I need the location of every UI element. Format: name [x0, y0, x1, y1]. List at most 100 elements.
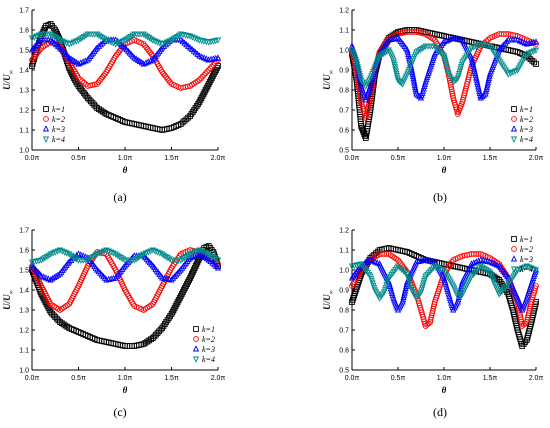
data-point [152, 38, 159, 45]
data-point [52, 314, 59, 320]
data-point [471, 65, 478, 72]
data-point [365, 257, 372, 264]
x-tick-label: 0.5π [71, 375, 86, 382]
y-tick-label: 1.5 [19, 268, 29, 275]
y-axis-title-main: U/U [322, 294, 332, 310]
data-point [431, 43, 438, 50]
data-point [193, 36, 201, 43]
x-axis-title: θ [123, 165, 128, 175]
panel-label: (b) [433, 190, 447, 204]
x-tick-label: 2.0π [211, 155, 226, 162]
legend-marker [510, 125, 518, 132]
y-tick-label: 1.0 [19, 368, 29, 375]
data-point [207, 65, 214, 72]
data-point [56, 37, 64, 44]
data-point [99, 39, 106, 46]
data-point [470, 63, 477, 70]
data-point [107, 39, 115, 46]
legend-label: k=4 [52, 135, 65, 144]
data-point [75, 60, 82, 67]
legend-label: k=1 [202, 325, 215, 334]
x-tick-label: 2.0π [211, 375, 226, 382]
data-point [91, 101, 97, 108]
y-axis-title: U/U∞ [2, 69, 15, 90]
x-tick-label: 0.5π [391, 155, 406, 162]
y-tick-label: 1.3 [19, 88, 29, 95]
legend-label: k=2 [52, 115, 65, 124]
chart-panel-1: 0.5 0.6 0.7 0.8 0.9 1.0 1.1 1.2 0.0π 0.5π 1.0π 1.5π… [322, 8, 543, 205]
data-point [31, 42, 39, 50]
data-point [73, 256, 80, 263]
y-axis-title-sub: ∞ [329, 289, 335, 294]
legend-marker [511, 106, 517, 112]
data-point [110, 250, 117, 257]
legend-marker [42, 136, 50, 143]
data-point [156, 250, 164, 257]
data-point [473, 74, 480, 81]
y-tick-label: 1.7 [19, 8, 29, 15]
data-point [394, 263, 402, 270]
data-point [89, 100, 96, 106]
y-tick-label: 0.8 [339, 88, 349, 95]
data-point [433, 45, 440, 52]
x-tick-label: 1.0π [118, 155, 133, 162]
data-point [500, 41, 507, 48]
y-axis-title-sub: ∞ [329, 69, 335, 74]
data-point [405, 52, 412, 60]
data-point [97, 40, 104, 48]
y-tick-label: 1.6 [19, 28, 29, 35]
legend-marker [193, 326, 199, 332]
x-axis-title: θ [123, 385, 128, 395]
data-point [527, 56, 534, 63]
series-k3 [348, 34, 540, 103]
x-tick-label: 0.0π [345, 375, 360, 382]
data-point [121, 262, 129, 269]
data-point [499, 42, 506, 50]
legend-label: k=4 [520, 265, 533, 274]
data-point [202, 70, 209, 77]
data-point [214, 264, 222, 271]
data-point [63, 40, 71, 47]
data-point [472, 71, 479, 79]
data-point [35, 39, 42, 46]
legend-marker [511, 236, 517, 242]
data-point [443, 37, 450, 44]
data-point [203, 250, 210, 257]
y-tick-label: 1.2 [339, 228, 349, 235]
data-point [103, 247, 110, 254]
data-point [33, 41, 40, 48]
data-point [410, 74, 417, 82]
data-point [183, 116, 190, 123]
data-point [95, 42, 103, 49]
data-point [210, 62, 217, 68]
data-point [61, 249, 68, 256]
data-point [411, 79, 418, 86]
data-point [485, 268, 492, 275]
data-point [474, 78, 481, 85]
data-point [93, 44, 101, 51]
data-point [532, 267, 540, 274]
data-point [191, 35, 198, 42]
data-point [105, 38, 112, 45]
data-point [80, 58, 87, 65]
legend-marker [510, 255, 518, 262]
legend-marker [193, 336, 199, 342]
legend-marker [510, 266, 518, 273]
y-tick-label: 1.0 [19, 148, 29, 155]
x-axis-title: θ [442, 385, 447, 395]
data-point [30, 44, 37, 51]
data-point [480, 91, 487, 98]
data-point [28, 46, 36, 53]
y-tick-label: 1.4 [19, 288, 29, 295]
data-point [200, 249, 208, 256]
data-point [149, 247, 157, 254]
data-point [201, 72, 207, 78]
panel-label: (c) [113, 405, 126, 419]
data-point [475, 85, 482, 92]
data-point [171, 272, 178, 280]
data-point [400, 268, 407, 275]
legend: k=1k=2k=3k=4 [192, 325, 215, 364]
data-point [405, 50, 412, 57]
x-tick-label: 1.0π [437, 155, 452, 162]
x-tick-label: 0.5π [71, 155, 86, 162]
